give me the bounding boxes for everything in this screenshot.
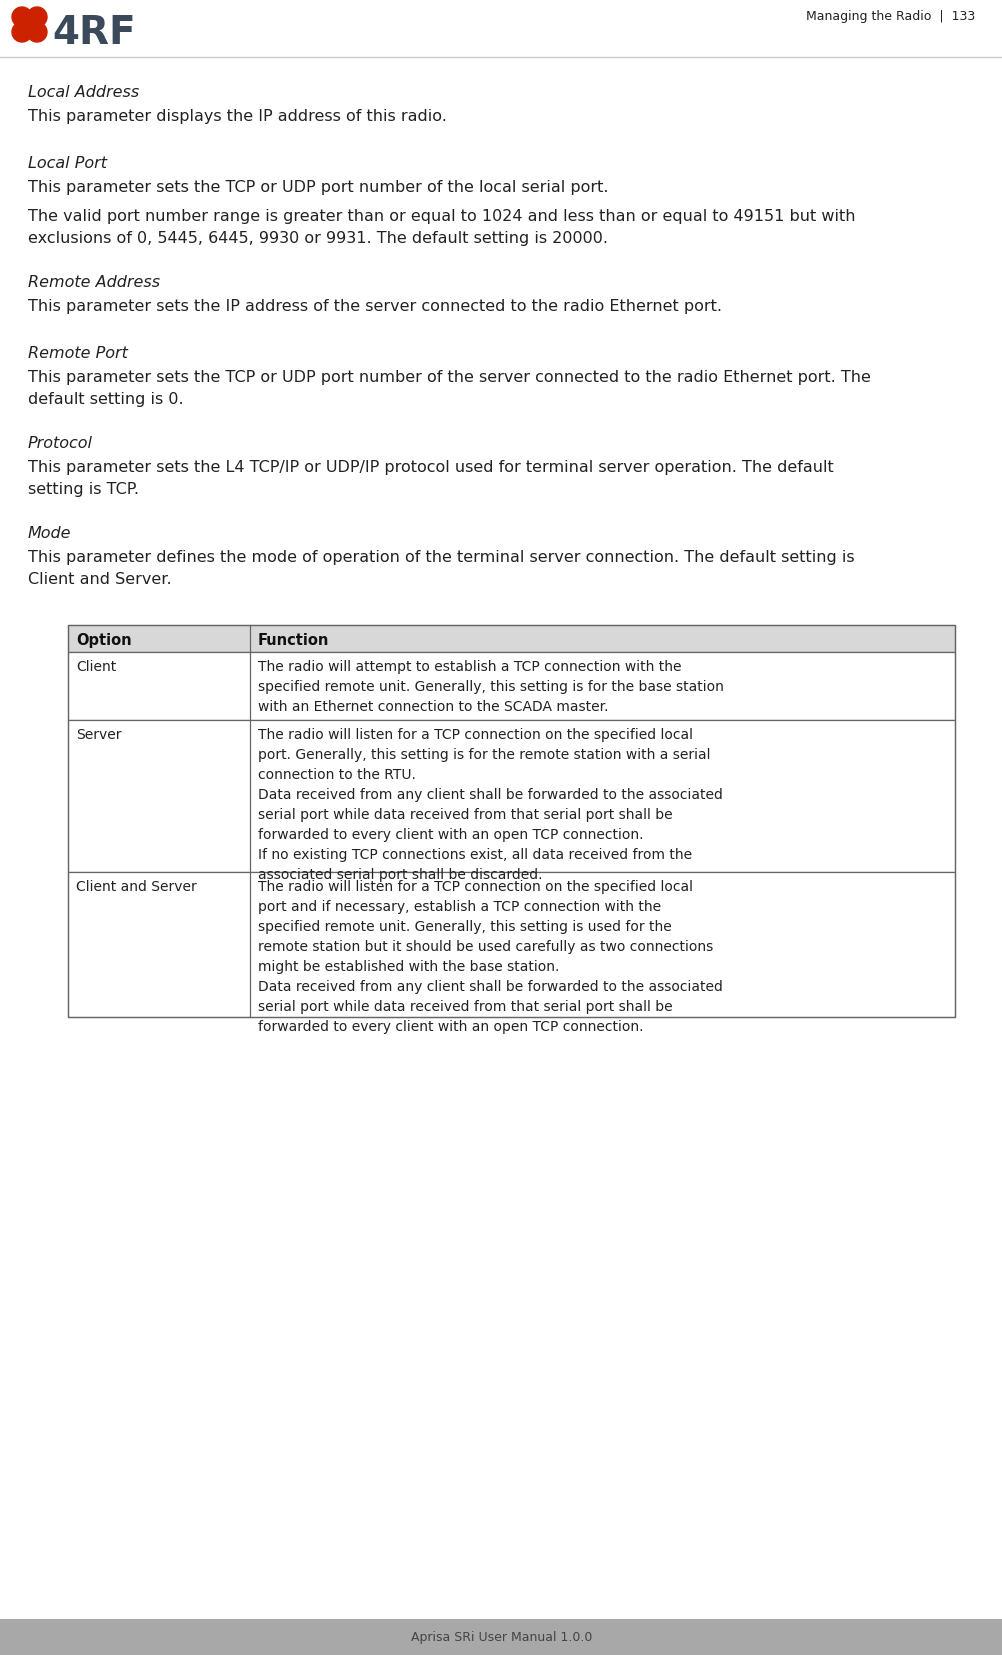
Text: The radio will listen for a TCP connection on the specified local
port. Generall: The radio will listen for a TCP connecti…: [258, 728, 722, 882]
Circle shape: [27, 8, 47, 28]
Circle shape: [12, 23, 32, 43]
Text: Remote Address: Remote Address: [28, 275, 160, 290]
Text: Local Address: Local Address: [28, 84, 139, 99]
Text: Mode: Mode: [28, 526, 71, 541]
Text: Option: Option: [76, 632, 131, 647]
Text: Client and Server: Client and Server: [76, 879, 196, 894]
Text: This parameter displays the IP address of this radio.: This parameter displays the IP address o…: [28, 109, 447, 124]
Text: 4RF: 4RF: [52, 13, 135, 51]
Bar: [68, 626, 954, 1018]
Text: Function: Function: [258, 632, 329, 647]
Bar: [68, 626, 954, 652]
Circle shape: [27, 23, 47, 43]
Circle shape: [12, 8, 32, 28]
Text: Server: Server: [76, 728, 121, 741]
Bar: [68, 720, 954, 872]
Text: This parameter defines the mode of operation of the terminal server connection. : This parameter defines the mode of opera…: [28, 549, 854, 586]
Text: Managing the Radio  |  133: Managing the Radio | 133: [805, 10, 974, 23]
Text: This parameter sets the TCP or UDP port number of the server connected to the ra: This parameter sets the TCP or UDP port …: [28, 369, 870, 407]
Text: This parameter sets the TCP or UDP port number of the local serial port.: This parameter sets the TCP or UDP port …: [28, 180, 608, 195]
Text: This parameter sets the L4 TCP/IP or UDP/IP protocol used for terminal server op: This parameter sets the L4 TCP/IP or UDP…: [28, 460, 833, 496]
Bar: [68, 872, 954, 1018]
Bar: [68, 652, 954, 720]
Text: Remote Port: Remote Port: [28, 346, 127, 361]
Text: Local Port: Local Port: [28, 156, 107, 170]
Text: Aprisa SRi User Manual 1.0.0: Aprisa SRi User Manual 1.0.0: [411, 1630, 591, 1643]
Text: The valid port number range is greater than or equal to 1024 and less than or eq: The valid port number range is greater t…: [28, 209, 855, 245]
Text: Client: Client: [76, 660, 116, 674]
Text: This parameter sets the IP address of the server connected to the radio Ethernet: This parameter sets the IP address of th…: [28, 300, 721, 314]
Text: The radio will listen for a TCP connection on the specified local
port and if ne: The radio will listen for a TCP connecti…: [258, 879, 722, 1034]
Bar: [0, 1619, 1002, 1655]
Text: Protocol: Protocol: [28, 435, 93, 450]
Text: The radio will attempt to establish a TCP connection with the
specified remote u: The radio will attempt to establish a TC…: [258, 660, 723, 713]
